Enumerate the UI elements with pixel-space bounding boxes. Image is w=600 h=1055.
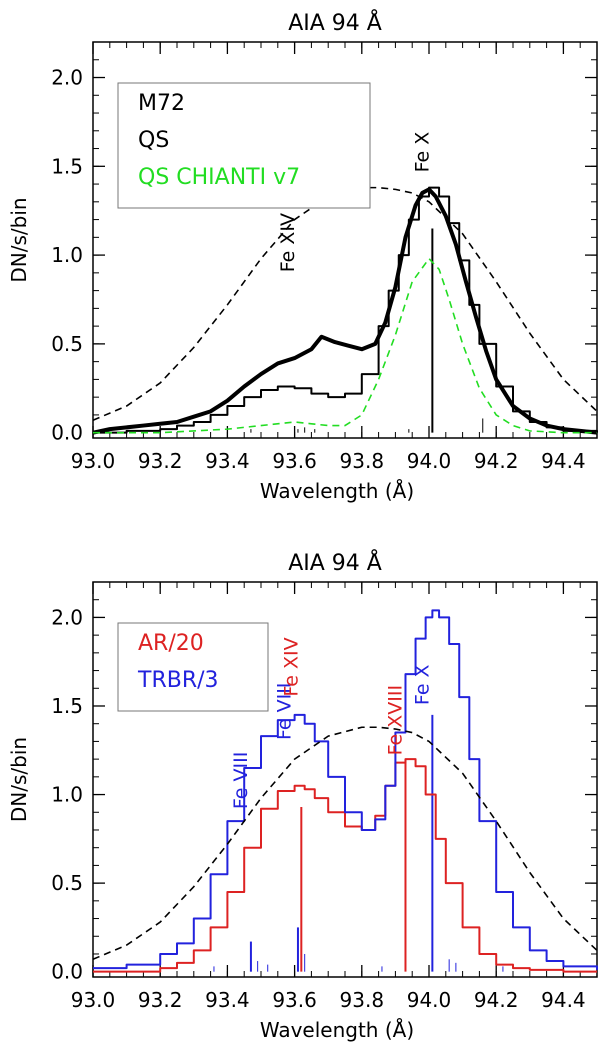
x-tick-label: 93.0 <box>71 988 116 1012</box>
line-annotation: Fe XIV <box>277 213 299 272</box>
panel-top: AIA 94 Å 93.0 93.2 93.4 93.6 93.8 94.0 94.2 94.4… <box>7 9 598 503</box>
x-tick-label: 93.4 <box>205 449 250 473</box>
series-line <box>93 609 598 970</box>
y-tick-label: 0.0 <box>51 960 83 984</box>
panel-bottom: AIA 94 Å 93.0 93.2 93.4 93.6 93.8 94.0 94.2 94.4… <box>7 549 598 1042</box>
legend-entry: QS CHIANTI v7 <box>138 165 300 190</box>
legend-box <box>117 622 269 712</box>
x-tick-label: 93.2 <box>138 988 183 1012</box>
line-annotation: Fe XIV <box>280 637 302 696</box>
chart-title: AIA 94 Å <box>288 549 382 576</box>
legend-entry: TRBR/3 <box>137 668 219 693</box>
x-tick-label: 94.4 <box>541 449 586 473</box>
legend-box <box>117 82 371 209</box>
x-axis-label: Wavelength (Å) <box>260 479 414 503</box>
y-axis-label: DN/s/bin <box>7 197 31 282</box>
y-tick-label: 1.0 <box>51 783 83 807</box>
series-line <box>92 187 598 435</box>
y-tick-label: 0.5 <box>51 871 83 895</box>
x-tick-label: 93.0 <box>71 449 116 473</box>
y-tick-label: 1.0 <box>51 243 83 267</box>
chart-title: AIA 94 Å <box>288 9 382 36</box>
x-tick-label: 93.8 <box>340 988 385 1012</box>
legend-entry: QS <box>138 128 169 153</box>
line-annotation: Fe VIII <box>274 683 296 740</box>
series-line <box>92 726 598 961</box>
x-tick-label: 94.2 <box>474 988 519 1012</box>
line-annotation: Fe VIII <box>230 752 252 809</box>
y-tick-label: 2.0 <box>51 66 83 90</box>
line-annotation: Fe X <box>411 132 433 173</box>
legend-entry: M72 <box>138 91 185 116</box>
legend-entry: AR/20 <box>138 631 204 656</box>
x-tick-label: 94.4 <box>541 988 586 1012</box>
x-axis-label: Wavelength (Å) <box>260 1018 414 1042</box>
x-tick-label: 94.0 <box>407 449 452 473</box>
y-axis-label: DN/s/bin <box>7 737 31 822</box>
y-tick-label: 0.0 <box>51 421 83 445</box>
x-tick-label: 94.2 <box>474 449 519 473</box>
y-tick-label: 2.0 <box>51 605 83 629</box>
x-tick-label: 93.6 <box>272 449 317 473</box>
x-tick-label: 93.8 <box>340 449 385 473</box>
y-tick-label: 0.5 <box>51 332 83 356</box>
series-line <box>93 186 598 434</box>
x-tick-label: 94.0 <box>407 988 452 1012</box>
series-line <box>92 186 598 421</box>
line-annotation: Fe XVIII <box>384 685 406 755</box>
x-tick-label: 93.2 <box>138 449 183 473</box>
line-annotation: Fe X <box>411 664 433 705</box>
series-line <box>93 257 597 434</box>
y-tick-label: 1.5 <box>51 154 83 178</box>
x-tick-label: 93.4 <box>205 988 250 1012</box>
y-tick-label: 1.5 <box>51 694 83 718</box>
x-tick-label: 93.6 <box>272 988 317 1012</box>
